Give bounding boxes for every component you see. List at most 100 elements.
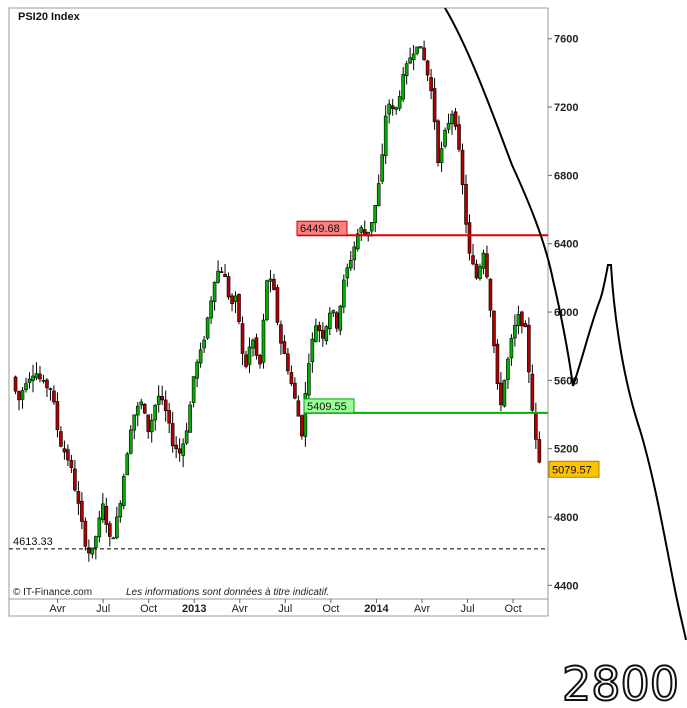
- candle-down: [275, 287, 280, 323]
- candle-up: [205, 317, 210, 339]
- candle-up: [101, 503, 105, 521]
- y-tick-label: 6000: [554, 307, 578, 319]
- candle-up: [153, 405, 158, 421]
- candle-up: [369, 222, 374, 232]
- candle-down: [453, 111, 458, 127]
- candle-up: [338, 305, 343, 331]
- candle-up: [247, 346, 252, 365]
- candle-up: [135, 405, 140, 416]
- candle-up: [121, 476, 126, 507]
- candle-down: [163, 399, 168, 411]
- y-tick-label: 4800: [554, 512, 578, 524]
- candle-up: [401, 74, 405, 100]
- candle-up: [202, 339, 206, 349]
- candle-up: [446, 122, 451, 130]
- candle-down: [76, 491, 81, 504]
- candle-down: [300, 415, 304, 437]
- candle-up: [268, 278, 273, 282]
- candle-up: [24, 383, 28, 390]
- y-tick-label: 5200: [554, 444, 578, 456]
- candle-up: [310, 338, 315, 363]
- x-tick-label: Oct: [322, 603, 339, 615]
- candle-up: [314, 325, 318, 342]
- candle-down: [59, 431, 63, 447]
- candle-down: [457, 124, 461, 150]
- resistance-label: 6449.68: [300, 223, 340, 235]
- candle-up: [341, 279, 346, 308]
- hand-drawn-down-curve: [444, 7, 574, 387]
- candle-down: [80, 500, 84, 522]
- candle-down: [17, 391, 21, 401]
- resistance-label-box: [296, 220, 348, 236]
- candle-up: [41, 379, 46, 382]
- x-tick-label: 2013: [182, 603, 206, 615]
- x-tick-label: Oct: [140, 603, 157, 615]
- candle-up: [411, 53, 416, 60]
- candle-up: [450, 113, 454, 125]
- candle-up: [20, 390, 25, 400]
- candle-down: [279, 324, 283, 344]
- handwritten-target: 2800: [562, 657, 679, 708]
- candle-up: [502, 379, 507, 407]
- candle-up: [348, 260, 353, 269]
- y-tick-label: 4400: [554, 580, 578, 592]
- candle-down: [296, 400, 301, 417]
- candle-down: [66, 449, 70, 461]
- candle-up: [373, 205, 378, 224]
- candle-up: [415, 46, 419, 54]
- candle-up: [418, 46, 423, 49]
- candle-down: [62, 448, 67, 453]
- candle-up: [481, 252, 486, 269]
- candle-down: [527, 324, 531, 373]
- x-tick-label: Avr: [49, 603, 66, 615]
- candle-down: [293, 382, 297, 399]
- candle-down: [422, 47, 426, 60]
- candle-down: [432, 88, 437, 123]
- x-tick-label: Jul: [278, 603, 292, 615]
- x-tick-label: 2014: [364, 603, 389, 615]
- candle-up: [328, 312, 332, 330]
- x-tick-label: Avr: [414, 603, 431, 615]
- candle-down: [240, 323, 245, 354]
- x-tick-label: Jul: [460, 603, 474, 615]
- candle-up: [216, 270, 220, 283]
- candle-down: [142, 403, 147, 414]
- level-lines: 6449.68 5409.55 4613.33 5079.57: [9, 220, 600, 550]
- candle-down: [436, 120, 440, 163]
- candle-down: [45, 379, 49, 389]
- support-label-box: [303, 398, 355, 414]
- candle-down: [108, 523, 112, 537]
- copyright-text: © IT-Finance.com: [13, 587, 92, 598]
- candle-down: [237, 294, 241, 322]
- candle-up: [97, 517, 102, 538]
- candle-down: [499, 382, 503, 406]
- candle-up: [118, 503, 123, 518]
- candle-down: [160, 396, 164, 401]
- candle-up: [125, 453, 130, 476]
- candle-down: [537, 439, 542, 463]
- candle-down: [429, 77, 433, 92]
- x-tick-label: Avr: [232, 603, 249, 615]
- candle-down: [87, 547, 91, 554]
- candle-up: [111, 537, 116, 540]
- candle-up: [359, 227, 364, 233]
- candle-down: [254, 337, 259, 356]
- candle-down: [282, 341, 287, 354]
- candle-down: [534, 412, 538, 440]
- candle-down: [174, 444, 178, 450]
- candle-down: [289, 372, 294, 384]
- candle-up: [115, 516, 119, 538]
- y-tick-label: 6800: [554, 170, 578, 182]
- candle-down: [223, 273, 227, 278]
- candle-down: [48, 388, 53, 390]
- candle-up: [303, 393, 308, 437]
- candle-up: [443, 129, 447, 147]
- candle-down: [55, 401, 60, 431]
- candle-up: [383, 115, 388, 157]
- chart-title: PSI20 Index: [18, 11, 81, 23]
- candle-down: [335, 312, 339, 329]
- candle-up: [198, 349, 203, 364]
- candle-up: [478, 266, 482, 279]
